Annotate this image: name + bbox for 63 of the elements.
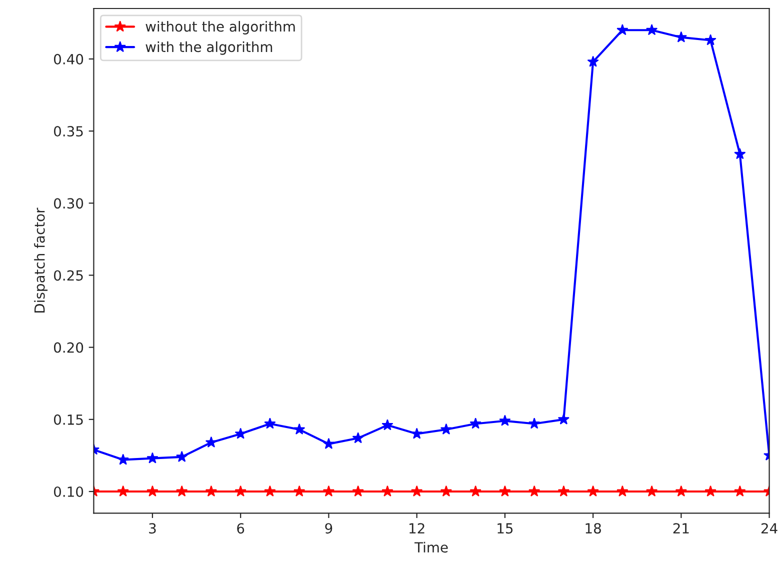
point (675, 485, 687, 497)
point (264, 485, 276, 497)
point (704, 485, 716, 497)
point (234, 485, 246, 497)
point (470, 485, 482, 497)
x-tick-label: 24 (761, 523, 778, 534)
point (499, 414, 511, 426)
legend-label: with the algorithm (146, 41, 272, 55)
x-tick-label: 12 (410, 523, 424, 534)
point (294, 485, 306, 497)
legend-label: without the algorithm (146, 21, 295, 34)
point (411, 485, 423, 497)
point (558, 413, 570, 424)
point (411, 428, 423, 439)
point (704, 34, 716, 46)
point (322, 485, 334, 497)
x-tick-label: 18 (586, 523, 601, 534)
point (205, 485, 218, 497)
x-axis-title: Time (414, 542, 448, 553)
y-tick-label: 0.40 (54, 54, 84, 64)
point (558, 485, 570, 497)
y-tick-label: 0.25 (54, 270, 83, 281)
point (234, 428, 246, 439)
point (734, 485, 746, 497)
point (528, 418, 540, 429)
point (528, 485, 540, 497)
point (382, 419, 394, 430)
x-tick-label: 9 (325, 523, 332, 534)
x-tick-label: 15 (498, 523, 513, 534)
point (499, 485, 511, 497)
y-tick-label: 0.30 (54, 198, 84, 209)
point (470, 418, 482, 429)
point (616, 24, 628, 36)
point (587, 56, 599, 67)
point (146, 485, 158, 497)
point (734, 148, 746, 160)
point (616, 485, 628, 497)
point (646, 24, 658, 36)
point (176, 485, 188, 497)
point (117, 485, 129, 497)
point (117, 454, 129, 465)
y-tick-label: 0.35 (54, 126, 83, 137)
point (264, 418, 276, 429)
point (646, 485, 658, 497)
point (587, 485, 599, 497)
point (205, 436, 218, 448)
y-tick-label: 0.15 (54, 414, 83, 425)
point (675, 31, 687, 42)
x-tick-label: 3 (149, 523, 156, 534)
x-tick-label: 21 (673, 523, 689, 534)
point (294, 423, 306, 435)
point (322, 438, 334, 449)
point (382, 485, 394, 497)
y-tick-label: 0.20 (54, 342, 84, 353)
y-tick-label: 0.10 (54, 486, 84, 497)
point (352, 432, 364, 444)
point (440, 485, 452, 497)
point (352, 485, 364, 497)
point (440, 423, 452, 435)
y-axis-title: Dispatch factor (34, 208, 48, 313)
point (176, 450, 188, 462)
x-tick-label: 6 (237, 523, 244, 534)
point (146, 452, 158, 464)
